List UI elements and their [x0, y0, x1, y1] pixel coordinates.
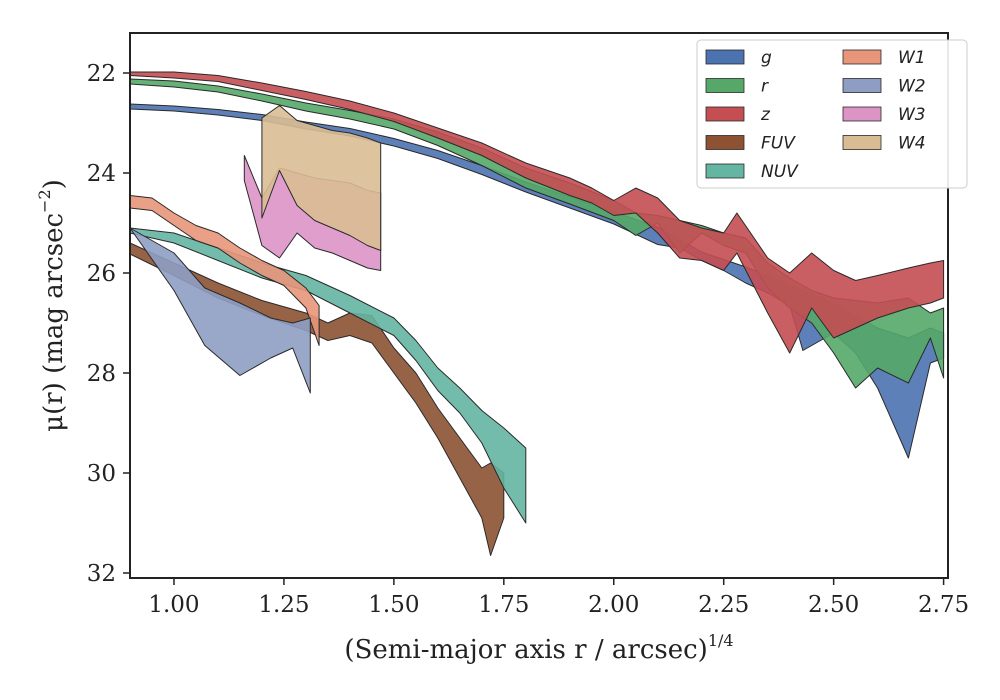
y-axis-label-close: ): [39, 179, 69, 189]
x-tick-label: 1.00: [148, 592, 199, 618]
legend-label-r: r: [761, 77, 769, 97]
y-tick-label: 22: [87, 61, 116, 87]
y-axis-label-main: μ(r) (mag arcsec: [39, 213, 69, 432]
band-w4: [261, 105, 382, 251]
band-w2: [129, 227, 311, 394]
y-tick-label: 30: [87, 461, 116, 487]
band-w1: [129, 195, 320, 346]
area-layer: [129, 71, 945, 556]
x-tick-label: 1.75: [478, 592, 529, 618]
legend-swatch-w4: [842, 135, 882, 150]
x-tick-label: 2.00: [588, 592, 639, 618]
x-tick-label: 2.75: [918, 592, 969, 618]
legend-label-w2: W2: [898, 77, 926, 97]
legend-label-w3: W3: [898, 105, 926, 125]
x-axis-label-main: (Semi-major axis r / arcsec): [344, 635, 707, 665]
legend-swatch-g: [705, 49, 745, 65]
legend-swatch-nuv: [705, 163, 745, 179]
band-z: [129, 71, 945, 354]
legend: grz FUV NUV W1 W2 W3 W4: [696, 39, 968, 189]
x-tick-label: 2.50: [808, 592, 859, 618]
x-tick-label: 1.50: [368, 592, 419, 618]
legend-swatch-fuv: [705, 135, 745, 150]
legend-label-w4: W4: [898, 134, 926, 154]
legend-swatch-w1: [842, 49, 882, 65]
legend-label-g: g: [761, 48, 772, 68]
legend-label-fuv: FUV: [761, 134, 796, 154]
legend-swatch-w3: [842, 106, 882, 122]
x-axis-label-exponent: 1/4: [708, 631, 734, 650]
legend-swatch-r: [705, 78, 745, 93]
y-tick-label: 24: [87, 161, 116, 187]
x-axis-label: (Semi-major axis r / arcsec)1/4: [344, 631, 733, 665]
legend-label-nuv: NUV: [761, 162, 799, 182]
x-axis: 1.00 1.25 1.50 1.75 2.00 2.25 2.50 2.75: [148, 578, 969, 618]
y-axis: 22 24 26 28 30 32: [87, 61, 130, 587]
x-tick-label: 2.25: [698, 592, 749, 618]
y-tick-label: 28: [87, 361, 116, 387]
y-tick-label: 26: [87, 261, 116, 287]
x-tick-label: 1.25: [258, 592, 309, 618]
legend-swatch-w2: [842, 78, 882, 93]
y-tick-label: 32: [87, 561, 116, 587]
legend-box: [696, 39, 968, 189]
legend-label-z: z: [760, 105, 771, 125]
plot-frame: [129, 32, 949, 579]
y-axis-label-exponent: −2: [35, 189, 54, 213]
y-axis-label: μ(r) (mag arcsec−2): [35, 179, 69, 432]
legend-swatch-z: [705, 106, 745, 122]
legend-label-w1: W1: [898, 48, 926, 68]
